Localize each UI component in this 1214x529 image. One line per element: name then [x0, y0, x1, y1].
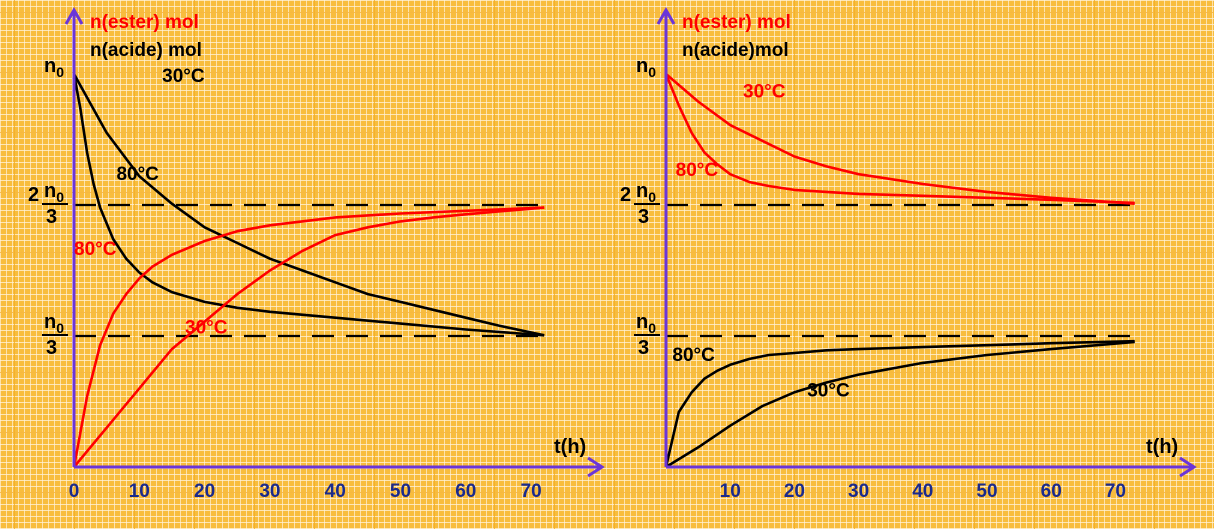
- y-mark-numerator: n0: [44, 180, 64, 205]
- y-mark-coef: 2: [620, 184, 631, 206]
- y-mark-n0: n0: [636, 55, 656, 80]
- y-axis-arrowhead: [656, 6, 676, 25]
- right-chart-panel: 10 20 30 40 50 60 70t(h)n(ester) moln(acide)mo…: [620, 6, 1197, 502]
- series-line-acide-30c: [665, 340, 1135, 469]
- y-mark-num: n: [636, 311, 648, 333]
- y-mark-denominator: 3: [46, 337, 57, 359]
- x-tick-label: 10: [129, 481, 150, 502]
- x-tick-label: 30: [259, 481, 280, 502]
- series-line-ester-30c: [73, 206, 545, 468]
- x-tick-label: 20: [784, 481, 805, 502]
- x-axis-label: t(h): [554, 436, 586, 458]
- y-axis-title-ester: n(ester) mol: [682, 12, 791, 33]
- curve-annotation: 80°C: [116, 164, 159, 185]
- y-mark-denominator: 3: [46, 206, 57, 228]
- y-mark-num: n: [636, 55, 648, 77]
- x-axis-arrowhead: [587, 456, 605, 478]
- y-mark-sub: 0: [56, 189, 64, 205]
- y-axis-title-acide: n(acide)mol: [682, 40, 789, 61]
- x-tick-label: 60: [455, 481, 476, 502]
- x-tick-label: 70: [1105, 481, 1126, 502]
- y-mark-coef: 2: [28, 184, 39, 206]
- chart-panels: 0 10 20 30 40 50 60 70t(h)n(ester) moln(acide) …: [28, 6, 1197, 502]
- x-tick-label: 50: [976, 481, 997, 502]
- y-mark-numerator: n0: [636, 311, 656, 336]
- x-axis-arrowhead: [1179, 456, 1197, 478]
- y-mark-denominator: 3: [638, 337, 649, 359]
- y-mark-sub: 0: [648, 64, 656, 80]
- x-tick-label: 40: [912, 481, 933, 502]
- y-mark-sub: 0: [648, 320, 656, 336]
- curve-annotation: 30°C: [743, 82, 786, 103]
- y-mark-num: n: [44, 55, 56, 77]
- left-chart-panel: 0 10 20 30 40 50 60 70t(h)n(ester) moln(acide) …: [28, 6, 605, 502]
- x-tick-label: 30: [848, 481, 869, 502]
- x-tick-label: 20: [194, 481, 215, 502]
- curve-annotation: 30°C: [162, 66, 205, 87]
- curve-annotation: 80°C: [676, 160, 719, 181]
- series-line-acide-80c: [664, 339, 1135, 468]
- series-line-acide-80c: [72, 73, 545, 337]
- y-axis-arrowhead: [64, 6, 84, 25]
- x-tick-label: 50: [390, 481, 411, 502]
- series-line-ester-80c: [664, 73, 1135, 205]
- series-line-ester-80c: [72, 206, 545, 468]
- x-tick-label: 0: [69, 481, 80, 502]
- x-tick-label: 60: [1041, 481, 1062, 502]
- y-mark-num: n: [636, 180, 648, 202]
- x-tick-label: 70: [521, 481, 542, 502]
- y-mark-numerator: n0: [636, 180, 656, 205]
- y-mark-num: n: [44, 180, 56, 202]
- y-mark-sub: 0: [56, 64, 64, 80]
- curve-annotation: 30°C: [807, 380, 850, 401]
- curve-annotation: 80°C: [672, 345, 715, 366]
- y-mark-sub: 0: [648, 189, 656, 205]
- y-mark-n0: n0: [44, 55, 64, 80]
- y-mark-num: n: [44, 311, 56, 333]
- curve-annotation: 30°C: [185, 317, 228, 338]
- curve-annotation: 80°C: [74, 239, 117, 260]
- x-axis-label: t(h): [1146, 436, 1178, 458]
- y-mark-denominator: 3: [638, 206, 649, 228]
- series-line-ester-30c: [665, 73, 1135, 205]
- y-mark-numerator: n0: [44, 311, 64, 336]
- y-axis-title-acide: n(acide) mol: [90, 40, 202, 61]
- x-tick-label: 40: [325, 481, 346, 502]
- y-axis-title-ester: n(ester) mol: [90, 12, 199, 33]
- y-mark-sub: 0: [56, 320, 64, 336]
- x-tick-label: 10: [720, 481, 741, 502]
- series-line-acide-30c: [72, 73, 545, 337]
